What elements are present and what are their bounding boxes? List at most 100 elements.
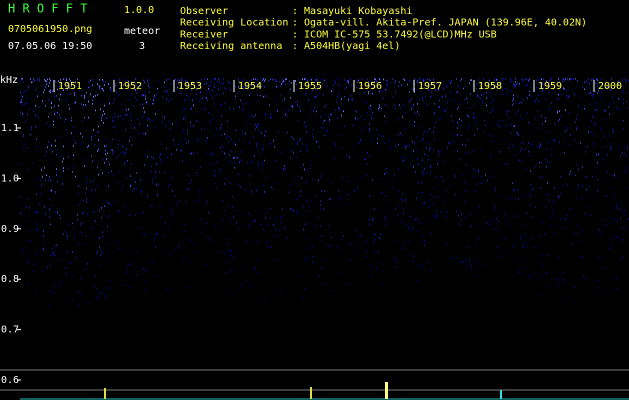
noise-dot [43,84,44,87]
noise-dot [100,254,101,257]
noise-dot [324,106,325,108]
noise-dot [356,253,357,255]
noise-dot [248,212,249,215]
noise-dot [612,129,613,131]
noise-dot [597,178,598,181]
noise-dot [63,145,64,148]
noise-dot [443,180,444,182]
noise-dot [175,78,176,81]
noise-dot [182,131,183,134]
noise-dot [233,108,234,110]
noise-dot [423,133,424,136]
noise-dot [201,231,202,233]
noise-dot [420,78,421,80]
noise-dot [26,241,27,243]
noise-dot [42,176,43,178]
noise-dot [417,103,418,105]
noise-dot [563,78,564,80]
noise-dot [416,136,417,139]
noise-dot [421,125,422,127]
noise-dot [71,132,72,134]
noise-dot [457,257,458,259]
noise-dot [211,153,212,156]
noise-dot [156,233,157,235]
noise-dot [623,128,624,130]
noise-dot [495,186,496,189]
noise-dot [300,138,301,140]
noise-dot [166,148,167,150]
noise-dot [147,116,148,119]
noise-dot [515,154,516,157]
noise-dot [147,79,148,82]
noise-dot [565,218,566,220]
noise-dot [379,106,380,109]
noise-dot [151,156,152,158]
noise-dot [394,174,395,176]
noise-dot [354,189,355,192]
noise-dot [131,163,132,166]
noise-dot [584,213,585,215]
noise-dot [197,175,198,177]
noise-dot [554,187,555,189]
noise-dot [491,156,492,158]
noise-dot [214,86,215,88]
noise-dot [36,290,37,292]
noise-dot [103,122,104,124]
noise-dot [492,101,493,103]
noise-dot [541,161,542,164]
noise-dot [329,245,330,247]
noise-dot [264,191,265,193]
noise-dot [44,89,45,92]
noise-dot [449,143,450,145]
noise-dot [570,170,571,173]
noise-dot [384,142,385,144]
noise-dot [549,107,550,109]
noise-dot [413,166,414,168]
noise-dot [564,151,565,154]
noise-dot [322,283,323,285]
noise-dot [423,99,424,102]
noise-dot [338,134,339,137]
noise-dot [515,81,516,83]
noise-dot [257,271,258,274]
noise-dot [46,80,47,83]
noise-dot [551,102,552,104]
noise-dot [471,268,472,271]
noise-dot [461,261,462,263]
noise-dot [569,78,570,81]
noise-dot [569,173,570,175]
noise-dot [82,120,83,123]
noise-dot [371,108,372,111]
noise-dot [499,194,500,197]
noise-dot [297,143,298,145]
noise-dot [245,132,246,135]
noise-dot [627,145,628,148]
noise-dot [200,90,201,93]
noise-dot [318,179,319,182]
noise-dot [507,88,508,90]
noise-dot [461,134,462,137]
noise-dot [542,276,543,279]
noise-dot [549,82,550,84]
noise-dot [191,88,192,91]
noise-dot [484,131,485,134]
noise-dot [320,200,321,202]
noise-dot [557,110,558,113]
noise-dot [126,109,127,111]
noise-dot [79,304,80,307]
noise-dot [539,176,540,178]
noise-dot [143,94,144,96]
noise-dot [372,112,373,114]
noise-dot [558,120,559,122]
noise-dot [343,235,344,237]
noise-dot [607,171,608,173]
noise-dot [45,86,46,88]
noise-dot [566,89,567,91]
noise-dot [448,142,449,144]
noise-dot [94,144,95,146]
noise-dot [473,167,474,170]
noise-dot [514,83,515,86]
noise-dot [279,81,280,83]
noise-dot [588,186,589,188]
noise-dot [435,216,436,219]
